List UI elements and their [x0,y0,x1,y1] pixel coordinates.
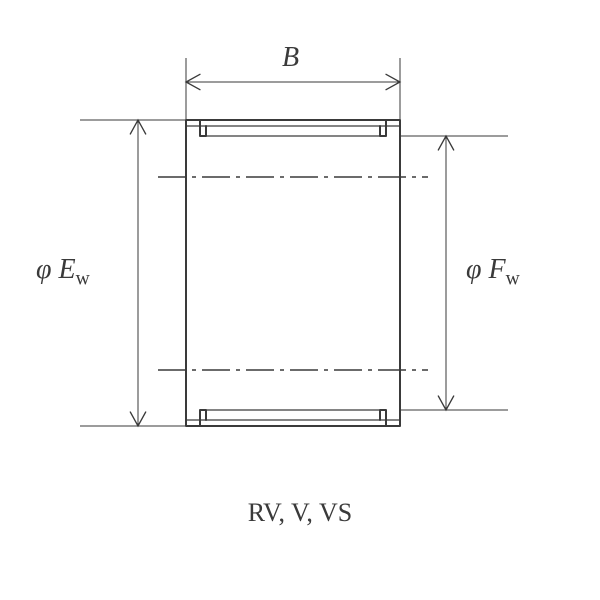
dim-label-fw: φ Fw [466,254,520,291]
dim-label-ew: φ Ew [36,254,90,291]
caption: RV, V, VS [0,498,600,528]
dim-label-b: B [282,42,299,74]
